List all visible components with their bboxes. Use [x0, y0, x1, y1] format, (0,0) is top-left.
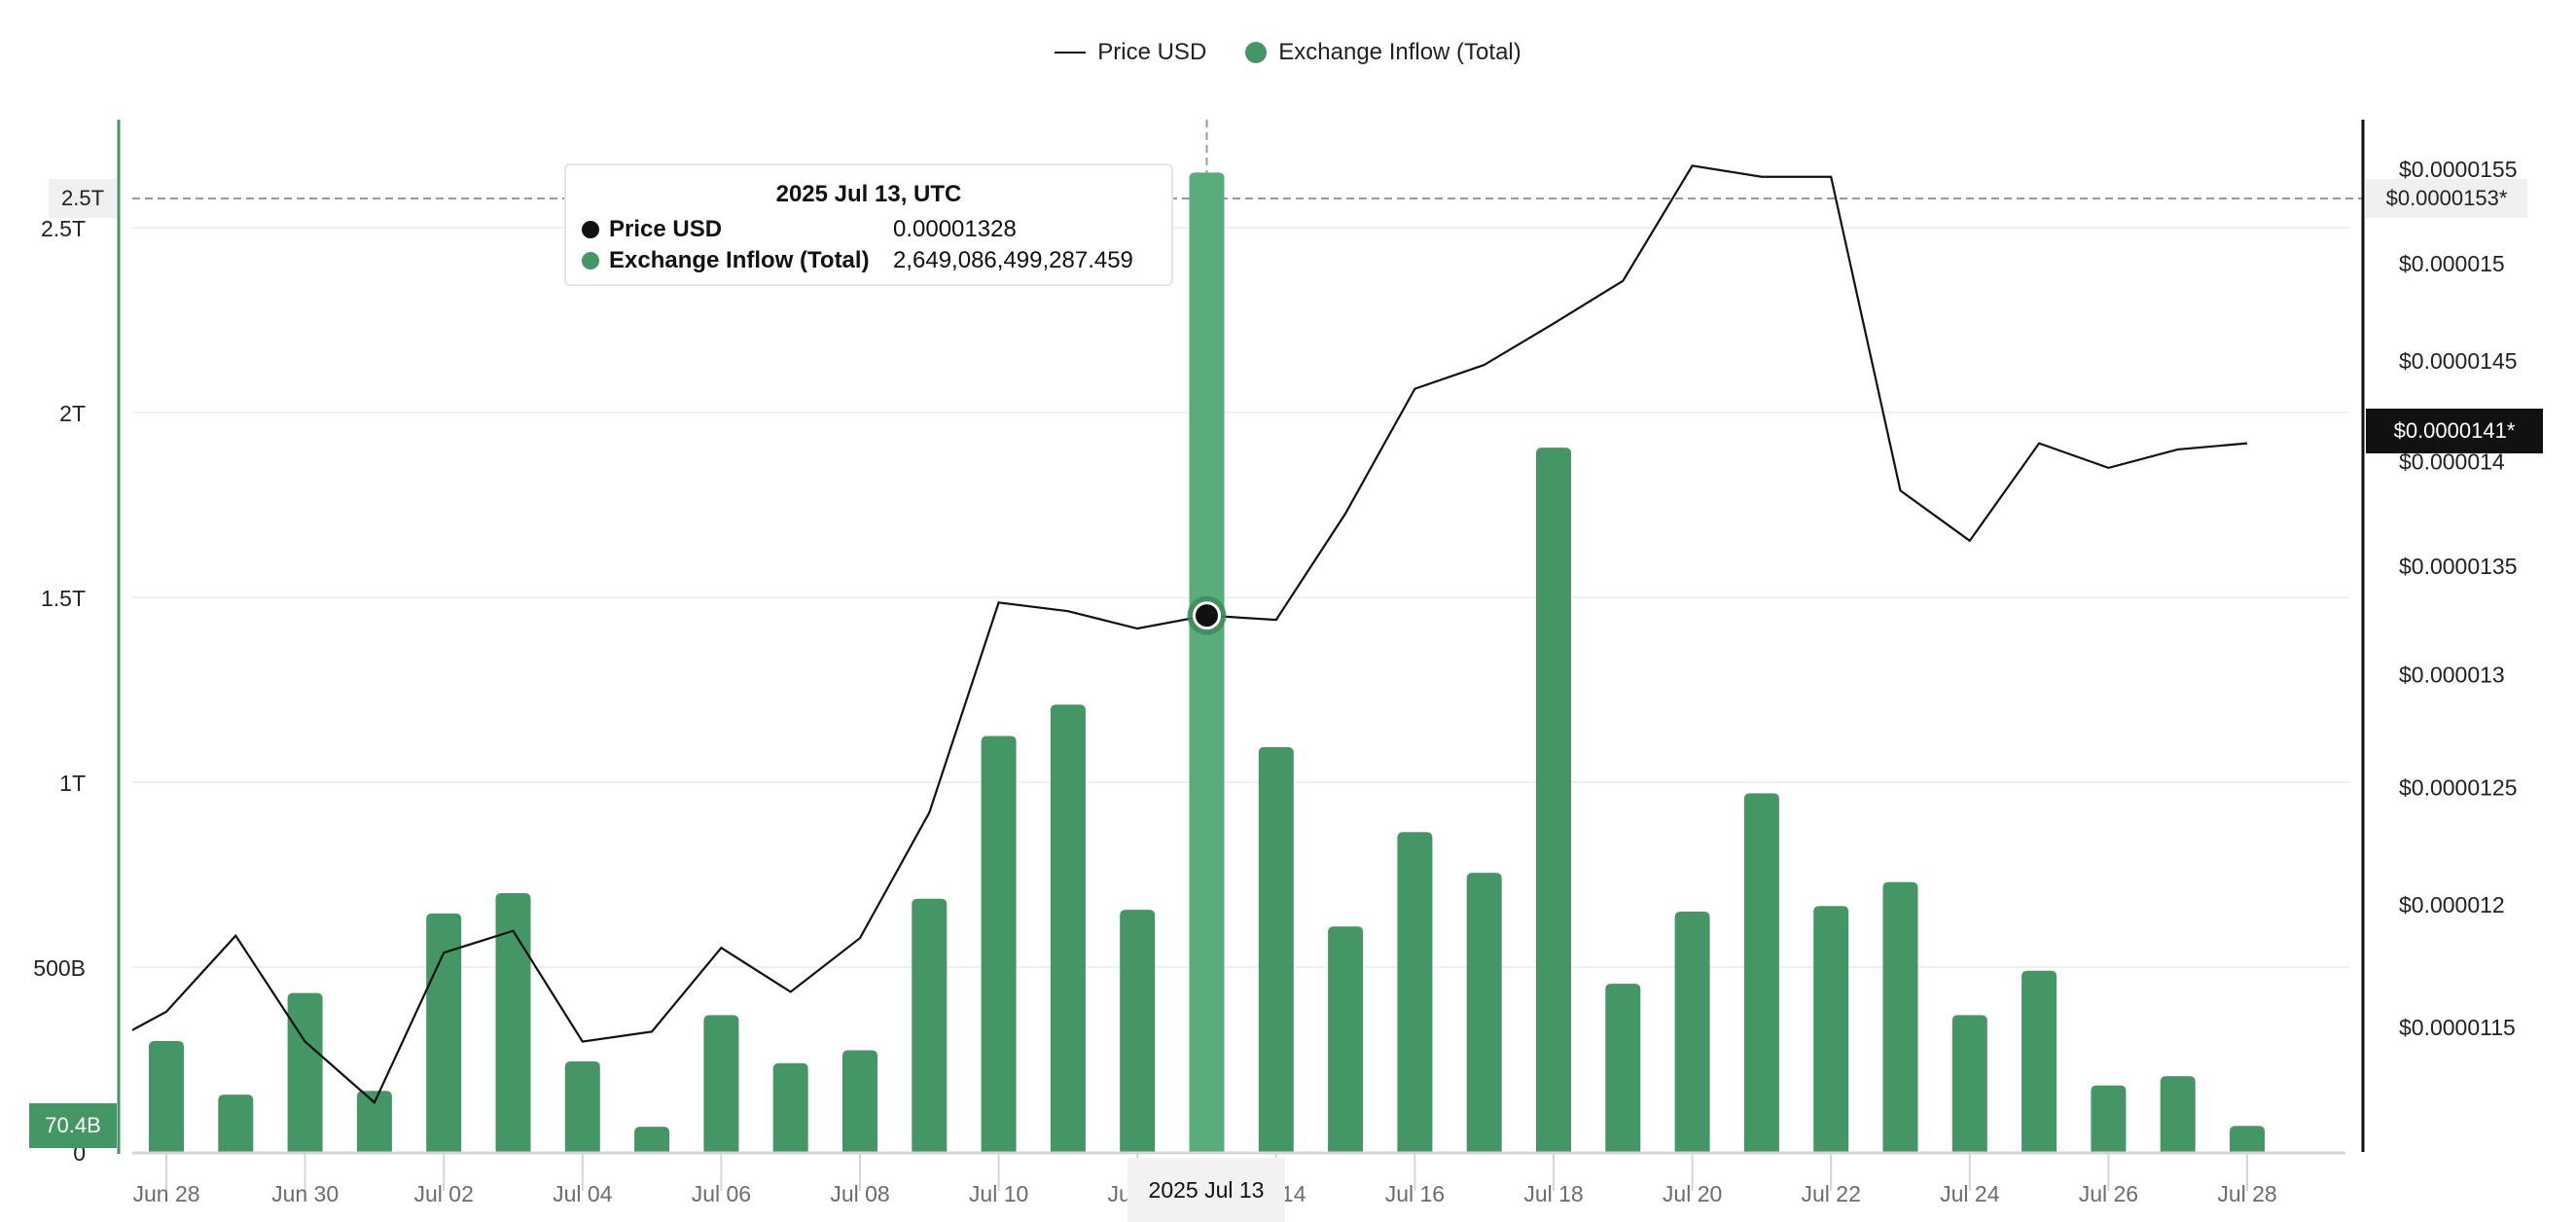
bar [1328, 926, 1364, 1152]
x-tick-label: Jul 22 [1802, 1181, 1861, 1206]
right-tick-label: $0.0000145 [2399, 348, 2518, 374]
hover-point [1193, 601, 1221, 630]
bar [1882, 881, 1918, 1152]
bar [703, 1015, 739, 1152]
x-tick-label: Jun 30 [271, 1181, 339, 1206]
bar [1536, 448, 1571, 1153]
tooltip-title: 2025 Jul 13, UTC [775, 181, 962, 207]
left-tick-label: 500B [33, 955, 86, 981]
bar [1951, 1015, 1987, 1152]
right-tick-label: $0.000015 [2399, 251, 2505, 276]
bar [912, 898, 948, 1152]
bar [1466, 873, 1502, 1152]
left-tick-label: 1.5T [41, 586, 86, 611]
x-tick-label: Jul 24 [1940, 1181, 2000, 1206]
right-tick-label: $0.0000115 [2399, 1015, 2516, 1040]
right-tick-label: $0.0000125 [2399, 775, 2518, 801]
bar [1258, 746, 1294, 1152]
bar [2021, 970, 2057, 1152]
tooltip: 2025 Jul 13, UTC Price USD 0.00001328 Ex… [564, 163, 1173, 286]
last-price-label: $0.0000141* [2366, 408, 2543, 453]
bar [981, 736, 1017, 1152]
bar [634, 1127, 670, 1152]
x-tick-label: Jul 08 [830, 1181, 889, 1206]
right-tick-label: $0.000012 [2399, 892, 2505, 917]
x-tick-label: Jul 20 [1663, 1181, 1722, 1206]
crosshair-x-label: 2025 Jul 13 [1127, 1158, 1285, 1222]
bar [1189, 172, 1225, 1152]
bar [1050, 704, 1086, 1152]
bar [1397, 832, 1433, 1152]
crosshair-left-label: 2.5T [49, 179, 117, 218]
price-line [132, 164, 2248, 1104]
line-swatch-icon [1055, 52, 1087, 54]
right-tick-label: $0.0000135 [2399, 554, 2518, 579]
bar [1813, 906, 1849, 1152]
bar [218, 1095, 254, 1152]
bar [356, 1091, 392, 1152]
x-tick-label: Jul 28 [2217, 1181, 2276, 1206]
bar [1743, 793, 1779, 1152]
tooltip-value: 2,649,086,499,287.459 [893, 247, 1133, 273]
x-tick-label: Jun 28 [132, 1181, 199, 1206]
legend-item-inflow[interactable]: Exchange Inflow (Total) [1245, 39, 1521, 66]
dot-icon [582, 221, 599, 238]
x-tick-label: Jul 16 [1385, 1181, 1445, 1206]
tooltip-value: 0.00001328 [893, 216, 1017, 242]
bar [1674, 912, 1710, 1152]
legend-label: Price USD [1097, 39, 1207, 65]
right-tick-label: $0.000013 [2399, 663, 2505, 688]
tooltip-row-inflow: Exchange Inflow (Total) 2,649,086,499,28… [582, 247, 1133, 274]
tooltip-label: Exchange Inflow (Total) [609, 247, 870, 273]
x-tick-label: Jul 10 [969, 1181, 1028, 1206]
right-tick-label: $0.000014 [2399, 449, 2505, 475]
left-tick-label: 2.5T [41, 216, 86, 241]
bar [495, 893, 531, 1152]
bar [1605, 984, 1641, 1152]
tooltip-label: Price USD [609, 216, 723, 242]
x-tick-label: Jul 04 [553, 1181, 613, 1206]
x-tick-label: Jul 18 [1523, 1181, 1583, 1206]
last-inflow-label: 70.4B [29, 1103, 117, 1149]
bar [2091, 1085, 2127, 1152]
bar [149, 1041, 184, 1152]
crosshair-right-label: $0.0000153* [2366, 179, 2527, 218]
dot-icon [582, 252, 599, 270]
bar [2160, 1076, 2196, 1152]
bar [2230, 1126, 2265, 1152]
bar [772, 1062, 808, 1152]
legend-label: Exchange Inflow (Total) [1278, 39, 1521, 65]
x-tick-label: Jul 06 [692, 1181, 751, 1206]
left-tick-label: 1T [59, 771, 86, 796]
x-tick-label: Jul 26 [2079, 1181, 2138, 1206]
left-tick-label: 2T [59, 401, 86, 426]
right-tick-label: $0.0000155 [2399, 157, 2518, 182]
legend: Price USD Exchange Inflow (Total) [0, 39, 2576, 66]
x-tick-label: Jul 02 [414, 1181, 474, 1206]
dot-swatch-icon [1245, 42, 1268, 63]
tooltip-row-price: Price USD 0.00001328 [582, 216, 1017, 243]
legend-item-price[interactable]: Price USD [1055, 39, 1206, 66]
bar [1120, 910, 1156, 1152]
bar [564, 1060, 600, 1152]
bar [287, 992, 323, 1152]
bar [842, 1050, 877, 1152]
